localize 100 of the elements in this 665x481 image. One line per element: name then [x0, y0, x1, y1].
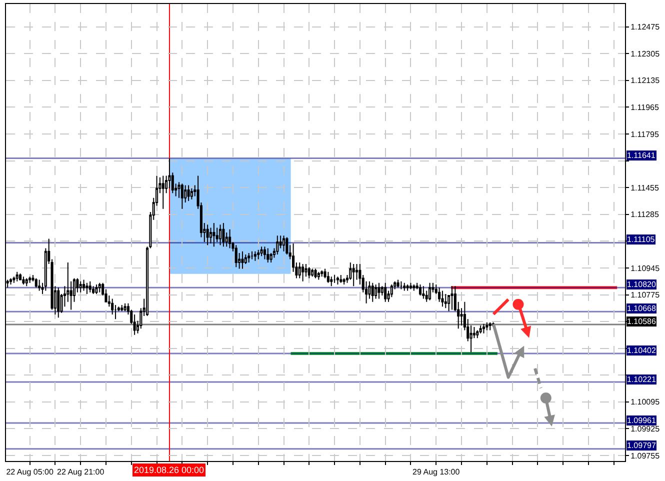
- candlestick: [12, 276, 16, 284]
- candlestick: [422, 286, 425, 300]
- candlestick: [352, 264, 355, 287]
- candlestick: [488, 322, 492, 331]
- candlestick: [257, 249, 260, 260]
- candlestick: [111, 298, 114, 315]
- candlestick: [406, 284, 409, 292]
- candlestick: [326, 271, 330, 284]
- y-tick-label: 1.10775: [630, 290, 660, 300]
- candlestick: [234, 244, 238, 268]
- candlestick: [374, 284, 378, 300]
- candlestick: [248, 252, 250, 263]
- candlestick: [276, 235, 279, 256]
- candlestick: [133, 314, 136, 336]
- candlestick: [390, 284, 393, 298]
- candlestick: [57, 287, 60, 318]
- ref-line-label: 1.09961: [627, 416, 656, 425]
- candlestick: [206, 224, 209, 246]
- candlestick: [304, 264, 308, 278]
- candlestick: [476, 330, 479, 339]
- candlestick: [330, 276, 333, 287]
- candlestick: [438, 287, 441, 302]
- y-tick-label: 1.09925: [630, 424, 660, 434]
- y-tick-label: 1.11285: [630, 210, 660, 220]
- ref-line-label: 1.10402: [627, 346, 656, 355]
- candlestick: [209, 227, 212, 244]
- candlestick: [95, 284, 98, 294]
- candlestick: [308, 266, 310, 279]
- candlestick: [482, 323, 486, 334]
- candlestick: [212, 222, 216, 248]
- candlestick: [34, 278, 38, 288]
- candlestick: [263, 246, 266, 260]
- candlestick: [450, 286, 454, 310]
- candlestick: [378, 282, 380, 300]
- y-tick-label: 1.11965: [630, 103, 660, 112]
- candlestick: [368, 280, 371, 300]
- ref-line-label: 1.09797: [627, 441, 656, 450]
- candlestick: [317, 271, 320, 280]
- y-tick-label: 1.12305: [630, 49, 660, 58]
- ref-line-label: 1.11641: [627, 151, 656, 160]
- candlestick: [384, 282, 387, 302]
- ref-line-label: 1.10668: [627, 304, 656, 313]
- candlestick: [187, 184, 190, 202]
- candlestick: [260, 246, 263, 257]
- candlestick: [444, 293, 447, 309]
- candlestick: [479, 324, 482, 334]
- candlestick: [270, 252, 272, 263]
- candlestick: [250, 250, 254, 260]
- y-tick-label: 1.10095: [630, 398, 660, 407]
- candlestick: [168, 158, 171, 189]
- candlestick: [412, 284, 416, 292]
- x-tick-label: 22 Aug 21:00: [57, 468, 105, 477]
- candlestick: [88, 280, 92, 293]
- candlestick: [241, 250, 244, 270]
- candlestick: [86, 282, 88, 294]
- candlestick: [222, 222, 225, 248]
- candlestick: [180, 183, 184, 210]
- candlestick: [218, 224, 222, 246]
- candlestick: [254, 250, 256, 262]
- ref-line-label: 1.10221: [627, 375, 656, 384]
- candlestick: [82, 279, 86, 292]
- candlestick: [320, 270, 324, 278]
- candlestick: [340, 274, 342, 284]
- candlestick: [28, 276, 32, 284]
- candlestick: [9, 278, 12, 285]
- candlestick: [333, 274, 336, 284]
- candlestick: [298, 262, 301, 279]
- candlestick: [302, 264, 304, 282]
- candlestick: [324, 268, 326, 279]
- candlestick: [282, 235, 286, 252]
- x-tick-label: 29 Aug 13:00: [412, 468, 460, 477]
- candlestick: [266, 248, 270, 263]
- candlestick: [38, 279, 41, 292]
- y-tick-label: 1.09755: [630, 451, 660, 460]
- candlestick: [92, 286, 95, 294]
- candlestick: [16, 271, 18, 282]
- candlestick: [216, 227, 218, 242]
- y-tick-label: 1.12475: [630, 22, 660, 32]
- candlestick: [98, 282, 101, 293]
- candlestick: [190, 188, 193, 200]
- candlestick: [418, 284, 422, 296]
- ref-line-label: 1.10820: [627, 280, 656, 289]
- y-tick-label: 1.11455: [630, 183, 660, 192]
- candlestick: [22, 276, 25, 285]
- candlestick: [403, 282, 406, 292]
- candlestick: [336, 276, 339, 285]
- candlestick: [124, 302, 126, 312]
- candlestick: [228, 228, 232, 249]
- candlestick: [342, 278, 346, 285]
- candlestick: [428, 282, 432, 301]
- candlestick: [244, 254, 247, 265]
- candlestick: [79, 280, 82, 293]
- candlestick: [314, 268, 317, 279]
- candlestick: [19, 272, 22, 280]
- candlestick: [400, 280, 402, 290]
- candlestick: [25, 278, 28, 287]
- y-tick-label: 1.10945: [630, 264, 660, 273]
- candlestick: [441, 290, 444, 308]
- candlestick: [311, 268, 314, 278]
- x-tick-label: 2019.08.26 00:00: [134, 465, 204, 475]
